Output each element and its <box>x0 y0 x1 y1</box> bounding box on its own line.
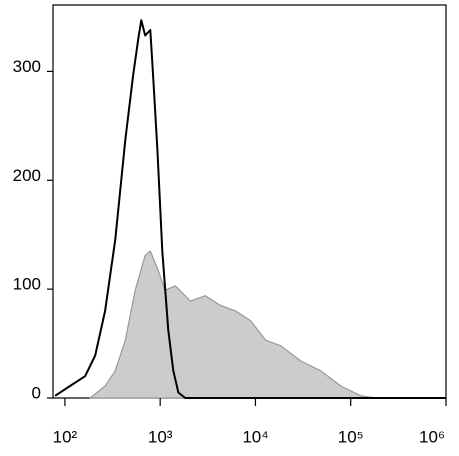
x-tick-label: 10⁵ <box>338 427 364 446</box>
y-tick-label: 300 <box>13 57 41 76</box>
x-tick-label: 10⁶ <box>419 427 445 446</box>
x-tick-label: 10⁴ <box>242 427 268 446</box>
filled-histogram <box>89 250 377 399</box>
y-tick-label: 100 <box>13 275 41 294</box>
x-tick-label: 10² <box>53 427 78 446</box>
y-tick-label: 200 <box>13 166 41 185</box>
histogram-line <box>54 19 446 399</box>
y-tick-label: 0 <box>32 383 41 402</box>
x-tick-label: 10³ <box>148 427 173 446</box>
